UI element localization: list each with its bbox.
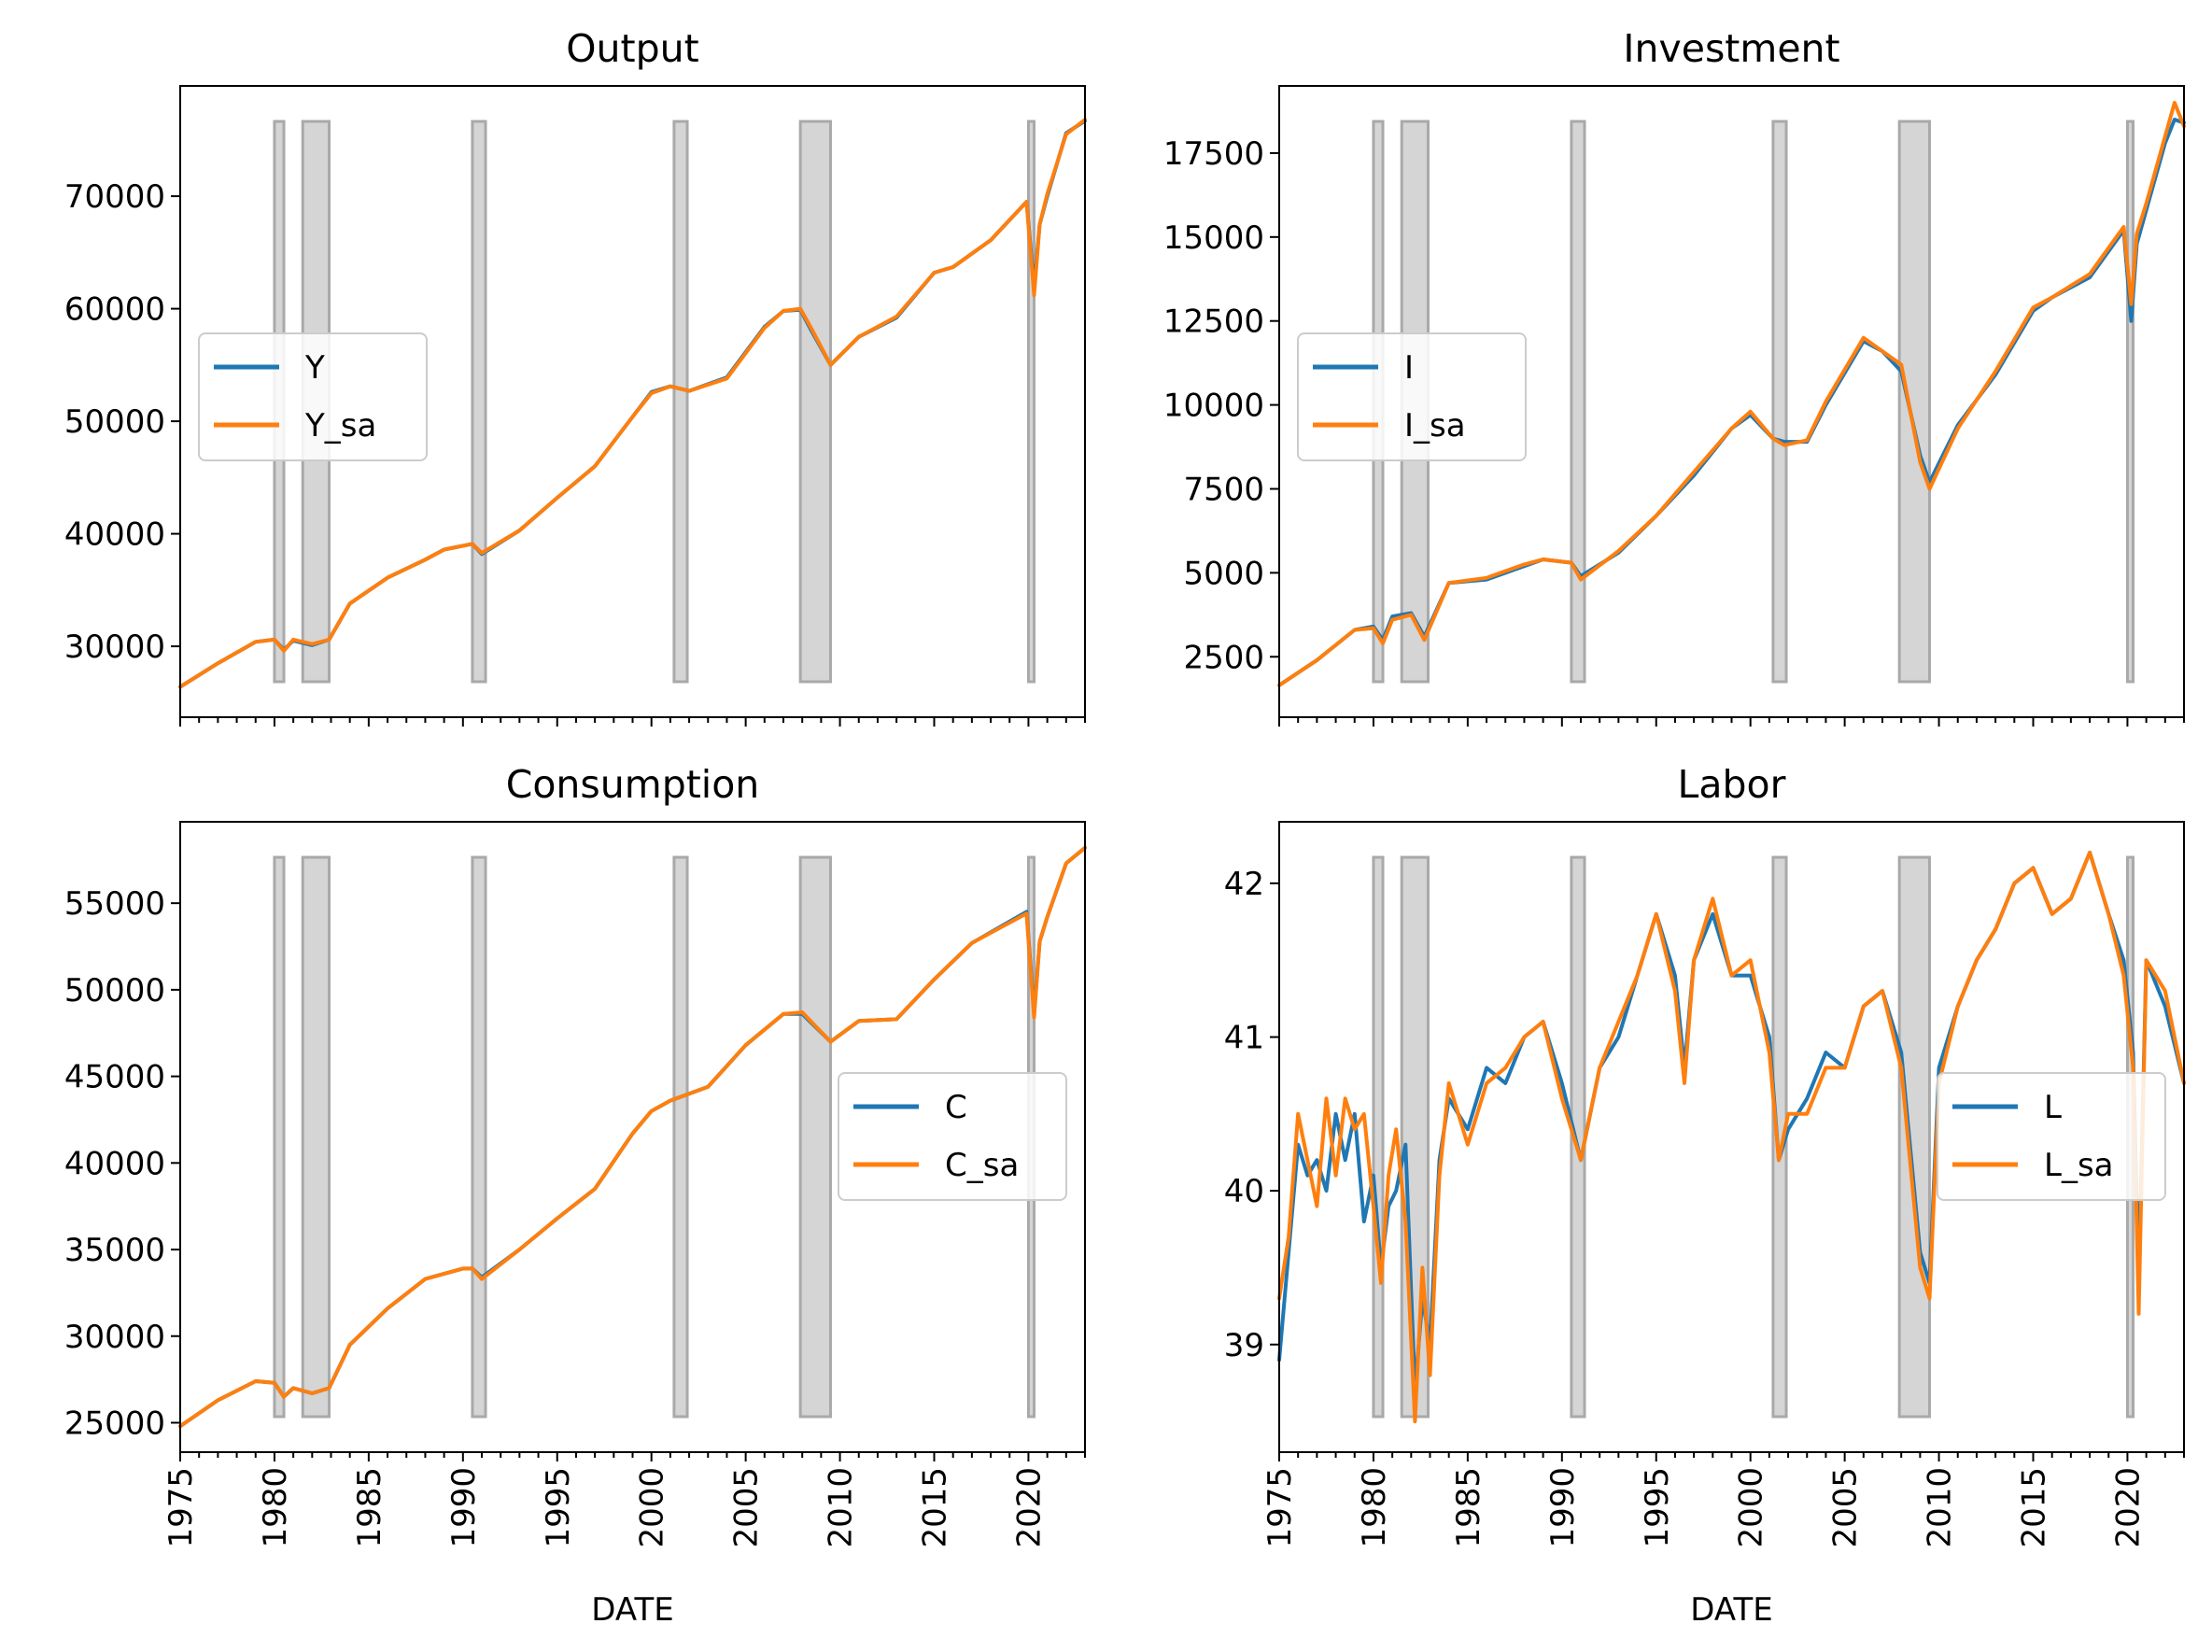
recession-band — [672, 855, 689, 1419]
y-tick-label: 25000 — [64, 1405, 165, 1442]
panel-title: Labor — [1678, 762, 1786, 807]
legend-label: Y_sa — [304, 407, 376, 445]
x-tick-label: 1995 — [1639, 1467, 1676, 1548]
panel-consumption: 25000 30000 35000 40000 45000 50000 55000 1975 1… — [64, 762, 1087, 1629]
recession-band — [471, 855, 487, 1419]
x-tick-label: 1985 — [1450, 1467, 1487, 1548]
y-tick-label: 55000 — [64, 885, 165, 923]
x-tick-label: 2010 — [823, 1467, 860, 1548]
y-tick-label: 40000 — [64, 516, 165, 554]
y-tick-label: 30000 — [64, 1319, 165, 1356]
recession-band — [1570, 120, 1586, 684]
y-tick-label: 35000 — [64, 1232, 165, 1269]
x-tick-label: 2000 — [634, 1467, 671, 1548]
legend: L L_sa — [1937, 1072, 2166, 1201]
y-tick-label: 10000 — [1163, 388, 1264, 425]
y-tick-label: 17500 — [1163, 135, 1264, 173]
recession-band — [1026, 120, 1036, 684]
x-tick-label: 1975 — [162, 1467, 200, 1548]
x-tick-label: 2015 — [2016, 1467, 2053, 1548]
panel-title: Output — [566, 26, 698, 71]
y-tick-label: 30000 — [64, 628, 165, 666]
x-tick-label: 1980 — [257, 1467, 294, 1548]
series-line-L_sa — [1277, 850, 2186, 1424]
x-tick-label: 1995 — [540, 1467, 577, 1548]
recession-band — [798, 855, 832, 1419]
x-tick-label: 1990 — [1544, 1467, 1582, 1548]
x-tick-label: 2015 — [917, 1467, 954, 1548]
series-line-I_sa — [1277, 101, 2186, 687]
x-tick-label: 2010 — [1922, 1467, 1959, 1548]
legend-label: C — [945, 1089, 967, 1126]
recession-band — [273, 855, 286, 1419]
x-axis-label: DATE — [1690, 1591, 1772, 1629]
recession-band — [1897, 120, 1931, 684]
recession-band — [1897, 855, 1931, 1419]
y-tick-label: 60000 — [64, 291, 165, 329]
panel-investment: 2500 5000 7500 10000 12500 15000 17500 Investme… — [1163, 26, 2186, 727]
recession-band — [301, 855, 331, 1419]
y-tick-label: 40 — [1224, 1173, 1264, 1210]
series-line-Y_sa — [178, 118, 1087, 689]
panel-output: 30000 40000 50000 60000 70000 Output Y Y_sa — [64, 26, 1087, 727]
recession-band — [471, 120, 487, 684]
recession-band — [1372, 855, 1385, 1419]
y-tick-label: 45000 — [64, 1059, 165, 1096]
y-tick-label: 39 — [1224, 1327, 1264, 1364]
x-tick-label: 2020 — [1010, 1467, 1048, 1548]
x-tick-label: 2005 — [728, 1467, 766, 1548]
panel-title: Consumption — [506, 762, 760, 807]
legend-label: Y — [304, 349, 325, 387]
y-tick-label: 42 — [1224, 866, 1264, 903]
y-tick-label: 70000 — [64, 178, 165, 216]
legend-label: L_sa — [2044, 1147, 2114, 1184]
x-tick-label: 2000 — [1733, 1467, 1770, 1548]
x-tick-label: 1980 — [1356, 1467, 1393, 1548]
series-line-C_sa — [178, 845, 1087, 1429]
panel-title: Investment — [1623, 26, 1839, 71]
legend-label: C_sa — [945, 1147, 1019, 1184]
x-tick-label: 1975 — [1261, 1467, 1299, 1548]
x-tick-label: 1985 — [351, 1467, 388, 1548]
y-tick-label: 7500 — [1183, 471, 1264, 508]
y-tick-label: 15000 — [1163, 219, 1264, 257]
y-tick-label: 2500 — [1183, 639, 1264, 676]
x-axis-label: DATE — [591, 1591, 673, 1629]
x-tick-label: 1990 — [445, 1467, 483, 1548]
legend: I I_sa — [1297, 332, 1527, 461]
recession-band — [2125, 120, 2135, 684]
legend: C C_sa — [838, 1072, 1067, 1201]
y-tick-label: 41 — [1224, 1019, 1264, 1056]
y-tick-label: 50000 — [64, 403, 165, 441]
legend-label: L — [2044, 1089, 2062, 1126]
panel-labor: 39 40 41 42 1975 1980 1985 1990 1995 2000 2005 2010… — [1224, 762, 2186, 1629]
legend-label: I — [1404, 349, 1414, 387]
recession-band — [798, 120, 832, 684]
y-tick-label: 5000 — [1183, 555, 1264, 592]
x-tick-label: 2005 — [1827, 1467, 1865, 1548]
x-tick-label: 2020 — [2109, 1467, 2147, 1548]
legend: Y Y_sa — [198, 332, 428, 461]
y-tick-label: 50000 — [64, 972, 165, 1010]
recession-band — [1771, 120, 1788, 684]
recession-band — [1400, 855, 1430, 1419]
recession-band — [672, 120, 689, 684]
y-tick-label: 12500 — [1163, 304, 1264, 341]
legend-label: I_sa — [1404, 407, 1466, 445]
y-tick-label: 40000 — [64, 1145, 165, 1182]
